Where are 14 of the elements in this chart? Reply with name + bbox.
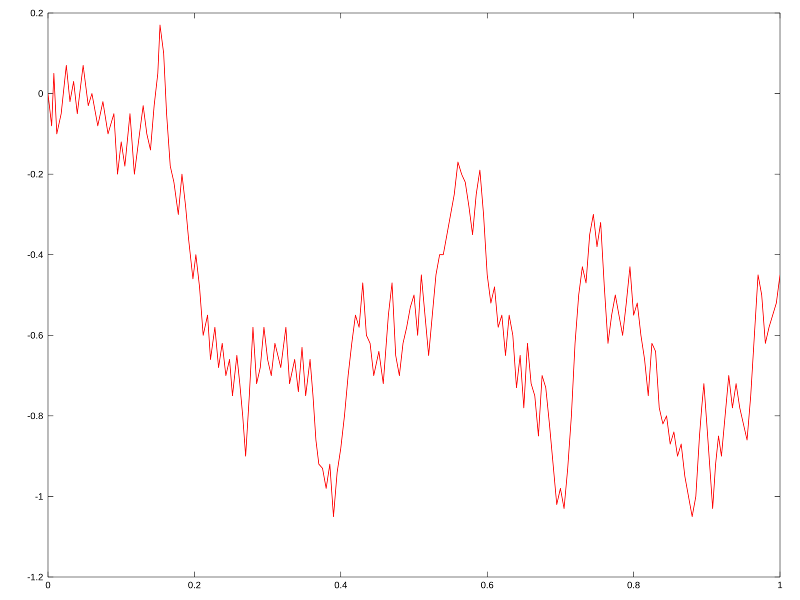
x-tick-label: 0.6 bbox=[481, 582, 494, 588]
y-tick-label: -1.2 bbox=[28, 574, 43, 580]
y-tick-label: -0.6 bbox=[28, 332, 43, 339]
y-tick-label: 0 bbox=[38, 90, 43, 97]
x-tick-label: 0 bbox=[46, 582, 50, 588]
x-tick-label: 1 bbox=[778, 582, 782, 588]
y-tick-label: -1 bbox=[35, 493, 43, 500]
y-tick-label: -0.8 bbox=[28, 412, 43, 420]
x-tick-label: 0.8 bbox=[627, 582, 640, 588]
x-tick-label: 0.2 bbox=[188, 582, 200, 588]
y-tick-label: 0.2 bbox=[30, 10, 43, 16]
y-tick-label: -0.2 bbox=[28, 170, 43, 178]
y-tick-label: -0.4 bbox=[28, 251, 44, 258]
x-tick-label: 0.4 bbox=[334, 582, 348, 588]
